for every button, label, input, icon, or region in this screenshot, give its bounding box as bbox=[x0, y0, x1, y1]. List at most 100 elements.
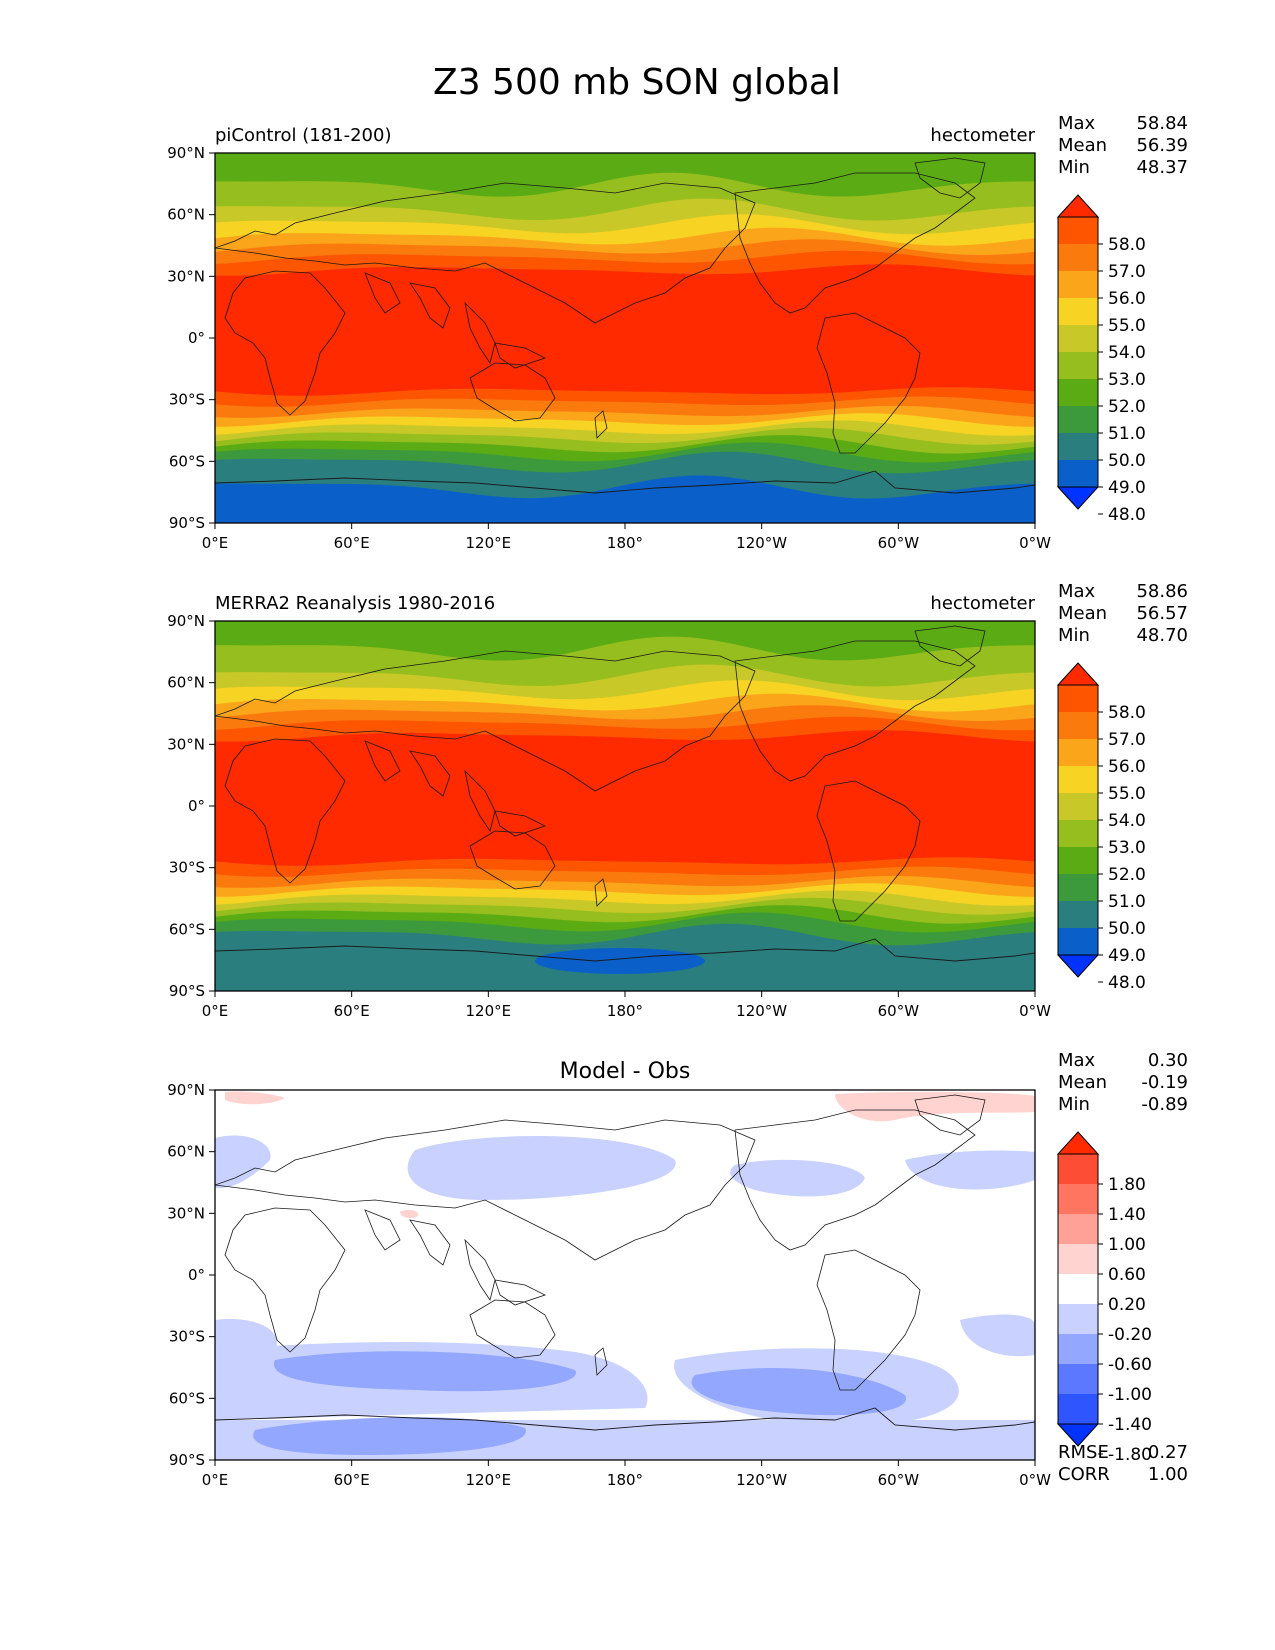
colorbar-arrow-top bbox=[1056, 194, 1100, 218]
colorbar-label: -0.20 bbox=[1108, 1325, 1152, 1345]
coastline bbox=[464, 1238, 496, 1301]
lon-tick-label: 0°W bbox=[1019, 1471, 1051, 1489]
coastline bbox=[469, 1299, 556, 1359]
panel-right-title: hectometer bbox=[930, 125, 1035, 146]
lat-tick-label: 90°N bbox=[167, 1081, 205, 1099]
colorbar-swatch bbox=[1058, 712, 1098, 739]
contour-band bbox=[691, 1367, 907, 1416]
colorbar-label: -1.00 bbox=[1108, 1385, 1152, 1405]
coastline bbox=[215, 1119, 756, 1261]
lon-tick-label: 0°E bbox=[202, 1002, 229, 1020]
colorbar-swatch bbox=[1058, 1304, 1098, 1334]
panel-model: piControl (181-200) hectometer 90°N 60°N 3… bbox=[167, 113, 1188, 552]
lat-tick-label: 0° bbox=[188, 797, 205, 815]
coastline bbox=[215, 650, 756, 792]
coastline bbox=[409, 1219, 451, 1266]
coastline bbox=[734, 1109, 976, 1251]
lon-tick-label: 180° bbox=[607, 1002, 643, 1020]
stats-block: Max 0.30 Mean -0.19 Min -0.89 bbox=[1058, 1050, 1188, 1115]
panel-center-title: Model - Obs bbox=[560, 1059, 691, 1084]
colorbar-label: 57.0 bbox=[1108, 730, 1146, 750]
lat-tick-label: 0° bbox=[188, 329, 205, 347]
colorbar-label: 58.0 bbox=[1108, 703, 1146, 723]
colorbar-swatch bbox=[1058, 928, 1098, 955]
colorbar-label: 48.0 bbox=[1108, 973, 1146, 993]
lon-tick-label: 180° bbox=[607, 1471, 643, 1489]
colorbar-swatch bbox=[1058, 406, 1098, 433]
contour-band bbox=[273, 1351, 576, 1392]
map-area bbox=[215, 153, 1035, 523]
colorbar-swatch bbox=[1058, 847, 1098, 874]
coastline bbox=[914, 1094, 986, 1136]
colorbar-label: 52.0 bbox=[1108, 865, 1146, 885]
lat-tick-label: 30°N bbox=[167, 735, 205, 753]
lon-tick-label: 60°W bbox=[878, 1471, 920, 1489]
lon-tick-label: 60°E bbox=[334, 534, 370, 552]
stat-label: Mean bbox=[1058, 603, 1107, 624]
stat-label: Min bbox=[1058, 1094, 1090, 1115]
stat-label: Max bbox=[1058, 1050, 1096, 1071]
coastline bbox=[816, 312, 921, 454]
colorbar-swatch bbox=[1058, 1214, 1098, 1244]
colorbar-label: 0.60 bbox=[1108, 1265, 1146, 1285]
colorbar-arrow-top bbox=[1056, 662, 1100, 686]
stat-value: 58.86 bbox=[1136, 581, 1188, 602]
stat-label: Mean bbox=[1058, 1072, 1107, 1093]
colorbar-label: 56.0 bbox=[1108, 289, 1146, 309]
panel-left-title: MERRA2 Reanalysis 1980-2016 bbox=[215, 593, 495, 614]
coastline bbox=[364, 272, 401, 314]
contour-band bbox=[215, 1319, 277, 1355]
stat-value: 56.39 bbox=[1136, 135, 1188, 156]
coastline bbox=[364, 1209, 401, 1251]
colorbar-arrow-bottom bbox=[1056, 486, 1100, 510]
lat-tick-label: 30°N bbox=[167, 1204, 205, 1222]
footer-stat-value: 1.00 bbox=[1148, 1464, 1188, 1485]
coastline bbox=[494, 810, 547, 837]
stat-label: Min bbox=[1058, 625, 1090, 646]
lat-tick-label: 90°S bbox=[169, 514, 205, 532]
colorbar-label: 1.00 bbox=[1108, 1235, 1146, 1255]
colorbar-swatch bbox=[1058, 352, 1098, 379]
coastline bbox=[734, 172, 976, 314]
colorbar-label: 50.0 bbox=[1108, 451, 1146, 471]
colorbar-label: 1.40 bbox=[1108, 1205, 1146, 1225]
lon-tick-label: 120°W bbox=[736, 1471, 787, 1489]
coastline bbox=[494, 342, 547, 369]
stat-value: 0.30 bbox=[1148, 1050, 1188, 1071]
coastline bbox=[215, 1407, 1035, 1431]
stat-label: Min bbox=[1058, 157, 1090, 178]
footer-stat-label: RMSE bbox=[1058, 1442, 1109, 1463]
colorbar-swatch bbox=[1058, 460, 1098, 487]
colorbar-swatch bbox=[1058, 271, 1098, 298]
colorbar-frame bbox=[1057, 1153, 1099, 1425]
stats-block: Max 58.86 Mean 56.57 Min 48.70 bbox=[1058, 581, 1188, 646]
colorbar-label: 1.80 bbox=[1108, 1175, 1146, 1195]
coastline bbox=[816, 780, 921, 922]
stat-label: Max bbox=[1058, 113, 1096, 134]
coastline bbox=[224, 738, 346, 884]
lat-tick-label: 30°S bbox=[169, 859, 205, 877]
colorbar-swatch bbox=[1058, 1334, 1098, 1364]
colorbar: 1.80 1.40 1.00 0.60 0.20 -0.20 -0.60 -1.00 -1.40… bbox=[1056, 1131, 1152, 1465]
colorbar: 58.0 57.0 56.0 55.0 54.0 53.0 52.0 51.0 50.0 49.0… bbox=[1056, 662, 1146, 993]
colorbar-swatch bbox=[1058, 1244, 1098, 1274]
colorbar-label: 58.0 bbox=[1108, 235, 1146, 255]
panel-obs: MERRA2 Reanalysis 1980-2016 hectometer 9… bbox=[167, 581, 1188, 1020]
coastline bbox=[734, 640, 976, 782]
lon-tick-label: 120°E bbox=[466, 1471, 512, 1489]
coastline bbox=[594, 1347, 608, 1376]
map-area bbox=[215, 1090, 1035, 1460]
colorbar-label: 54.0 bbox=[1108, 343, 1146, 363]
colorbar-label: -1.80 bbox=[1108, 1445, 1152, 1465]
colorbar-swatch bbox=[1058, 685, 1098, 712]
colorbar-arrow-bottom bbox=[1056, 954, 1100, 978]
coastline bbox=[469, 362, 556, 422]
coastline bbox=[594, 878, 608, 907]
map-area bbox=[215, 621, 1035, 991]
lon-tick-label: 120°W bbox=[736, 534, 787, 552]
coastline bbox=[215, 470, 1035, 494]
colorbar: 58.0 57.0 56.0 55.0 54.0 53.0 52.0 51.0 50.0 49.0… bbox=[1056, 194, 1146, 525]
panel-diff: Model - Obs 90°N 60°N 30°N 0° 30°S 60°S 90°S 0°… bbox=[167, 1050, 1188, 1489]
lat-tick-label: 60°S bbox=[169, 452, 205, 470]
